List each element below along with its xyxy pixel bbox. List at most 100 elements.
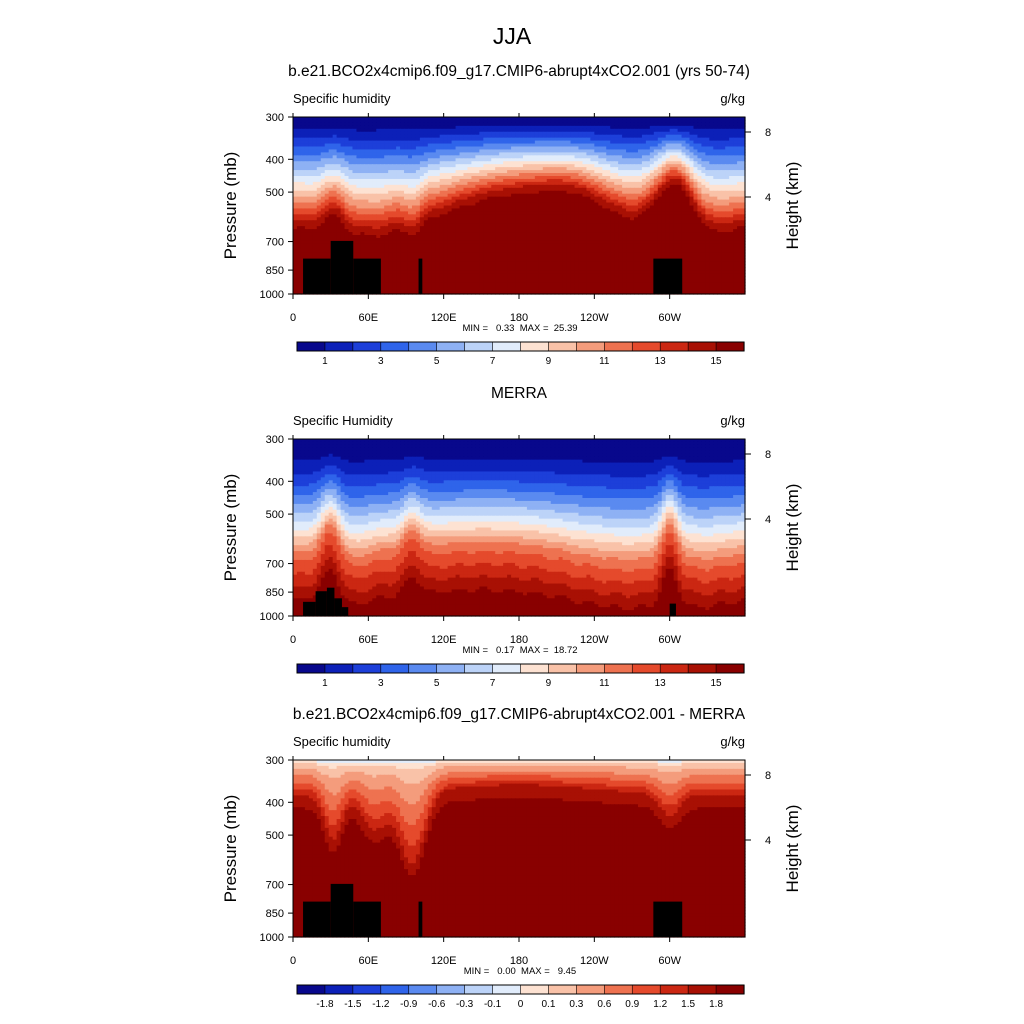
colorbar-box bbox=[631, 984, 661, 995]
colorbar-label: -1.8 bbox=[316, 999, 334, 1010]
colorbar-label: 0 bbox=[518, 999, 524, 1010]
colorbar-box bbox=[687, 663, 717, 674]
min-max-stats: MIN = 0.00 MAX = 9.45 bbox=[464, 966, 576, 977]
colorbar-label: 0.6 bbox=[597, 999, 611, 1010]
y-tick-label: 500 bbox=[266, 830, 284, 842]
colorbar-box bbox=[324, 984, 354, 995]
y-right-tick-label: 8 bbox=[765, 449, 771, 461]
masked-topography bbox=[353, 258, 381, 294]
masked-topography bbox=[669, 603, 676, 616]
colorbar-box bbox=[576, 341, 605, 352]
masked-topography bbox=[341, 607, 349, 616]
colorbar-box bbox=[380, 984, 410, 995]
x-tick-label: 120W bbox=[580, 955, 609, 967]
masked-topography bbox=[315, 591, 327, 616]
colorbar-box bbox=[659, 984, 689, 995]
colorbar-box bbox=[548, 984, 577, 995]
colorbar-box bbox=[604, 663, 633, 674]
colorbar-label: 0.1 bbox=[541, 999, 555, 1010]
masked-topography bbox=[330, 240, 354, 294]
y-right-axis-label: Height (km) bbox=[783, 162, 802, 250]
masked-topography bbox=[418, 258, 423, 294]
colorbar-box bbox=[380, 341, 410, 352]
x-tick-label: 0 bbox=[290, 312, 296, 324]
colorbar-box bbox=[436, 341, 466, 352]
colorbar-box bbox=[464, 663, 494, 674]
masked-topography bbox=[418, 901, 423, 937]
colorbar-label: 9 bbox=[546, 356, 552, 367]
x-tick-label: 180 bbox=[510, 634, 528, 646]
min-max-stats: MIN = 0.33 MAX = 25.39 bbox=[462, 323, 577, 334]
colorbar-label: 15 bbox=[711, 678, 723, 689]
y-tick-label: 500 bbox=[266, 187, 284, 199]
y-right-axis-label: Height (km) bbox=[783, 484, 802, 572]
colorbar-label: 9 bbox=[546, 678, 552, 689]
colorbar-box bbox=[631, 663, 661, 674]
x-tick-label: 120E bbox=[431, 634, 457, 646]
y-tick-label: 700 bbox=[266, 559, 284, 571]
colorbar-box bbox=[324, 663, 354, 674]
y-tick-label: 500 bbox=[266, 509, 284, 521]
colorbar-frame bbox=[296, 984, 745, 995]
colorbar-box bbox=[408, 341, 438, 352]
colorbar-label: 1 bbox=[322, 678, 328, 689]
colorbar-label: 3 bbox=[378, 678, 384, 689]
colorbar-label: 1.8 bbox=[709, 999, 723, 1010]
units-label: g/kg bbox=[720, 91, 745, 106]
colorbar-box bbox=[548, 663, 577, 674]
panel-title: MERRA bbox=[491, 385, 548, 402]
colorbar-label: 1.5 bbox=[681, 999, 695, 1010]
panel-title: b.e21.BCO2x4cmip6.f09_g17.CMIP6-abrupt4x… bbox=[288, 63, 750, 80]
colorbar-label: 1 bbox=[322, 356, 328, 367]
x-tick-label: 120E bbox=[431, 955, 457, 967]
x-tick-label: 180 bbox=[510, 312, 528, 324]
colorbar-box bbox=[715, 984, 745, 995]
colorbar-label: 15 bbox=[711, 356, 723, 367]
colorbar-box bbox=[576, 984, 605, 995]
colorbar-box bbox=[436, 984, 466, 995]
x-tick-label: 60W bbox=[658, 634, 681, 646]
y-axis-label: Pressure (mb) bbox=[221, 474, 240, 582]
colorbar-box bbox=[604, 341, 633, 352]
y-tick-label: 400 bbox=[266, 154, 284, 166]
min-max-stats: MIN = 0.17 MAX = 18.72 bbox=[462, 645, 577, 656]
masked-topography bbox=[653, 901, 683, 937]
panel-title: b.e21.BCO2x4cmip6.f09_g17.CMIP6-abrupt4x… bbox=[293, 706, 746, 723]
y-right-tick-label: 8 bbox=[765, 770, 771, 782]
contour-field bbox=[293, 439, 746, 617]
x-tick-label: 120W bbox=[580, 312, 609, 324]
variable-label: Specific humidity bbox=[293, 734, 391, 749]
colorbar-label: 13 bbox=[655, 356, 667, 367]
main-title: JJA bbox=[493, 23, 532, 49]
y-tick-label: 400 bbox=[266, 797, 284, 809]
colorbar-box bbox=[492, 984, 522, 995]
colorbar-box bbox=[324, 341, 354, 352]
x-tick-label: 60E bbox=[359, 634, 379, 646]
y-tick-label: 1000 bbox=[260, 611, 284, 623]
x-tick-label: 60W bbox=[658, 955, 681, 967]
colorbar-label: -1.5 bbox=[344, 999, 362, 1010]
colorbar-box bbox=[659, 663, 689, 674]
y-tick-label: 850 bbox=[266, 265, 284, 277]
units-label: g/kg bbox=[720, 413, 745, 428]
colorbar-label: 0.3 bbox=[569, 999, 583, 1010]
colorbar-box bbox=[604, 984, 633, 995]
colorbar-label: 11 bbox=[599, 356, 610, 367]
colorbar-label: 7 bbox=[490, 356, 496, 367]
colorbar: -1.8 -1.5 -1.2 -0.9 -0.6 -0.3 -0.1 0 0.1 0.3 0.6 0.… bbox=[296, 984, 745, 1010]
y-tick-label: 850 bbox=[266, 587, 284, 599]
x-tick-label: 180 bbox=[510, 955, 528, 967]
colorbar-box bbox=[380, 663, 410, 674]
colorbar-box bbox=[576, 663, 605, 674]
y-right-tick-label: 4 bbox=[765, 514, 771, 526]
colorbar-box bbox=[492, 663, 522, 674]
colorbar-box bbox=[687, 984, 717, 995]
colorbar-box bbox=[408, 663, 438, 674]
masked-topography bbox=[303, 601, 316, 616]
colorbar: 1 3 5 7 9 11 13 15 bbox=[296, 663, 745, 689]
colorbar-box bbox=[520, 984, 550, 995]
colorbar-label: -0.1 bbox=[484, 999, 502, 1010]
y-tick-label: 300 bbox=[266, 112, 284, 124]
